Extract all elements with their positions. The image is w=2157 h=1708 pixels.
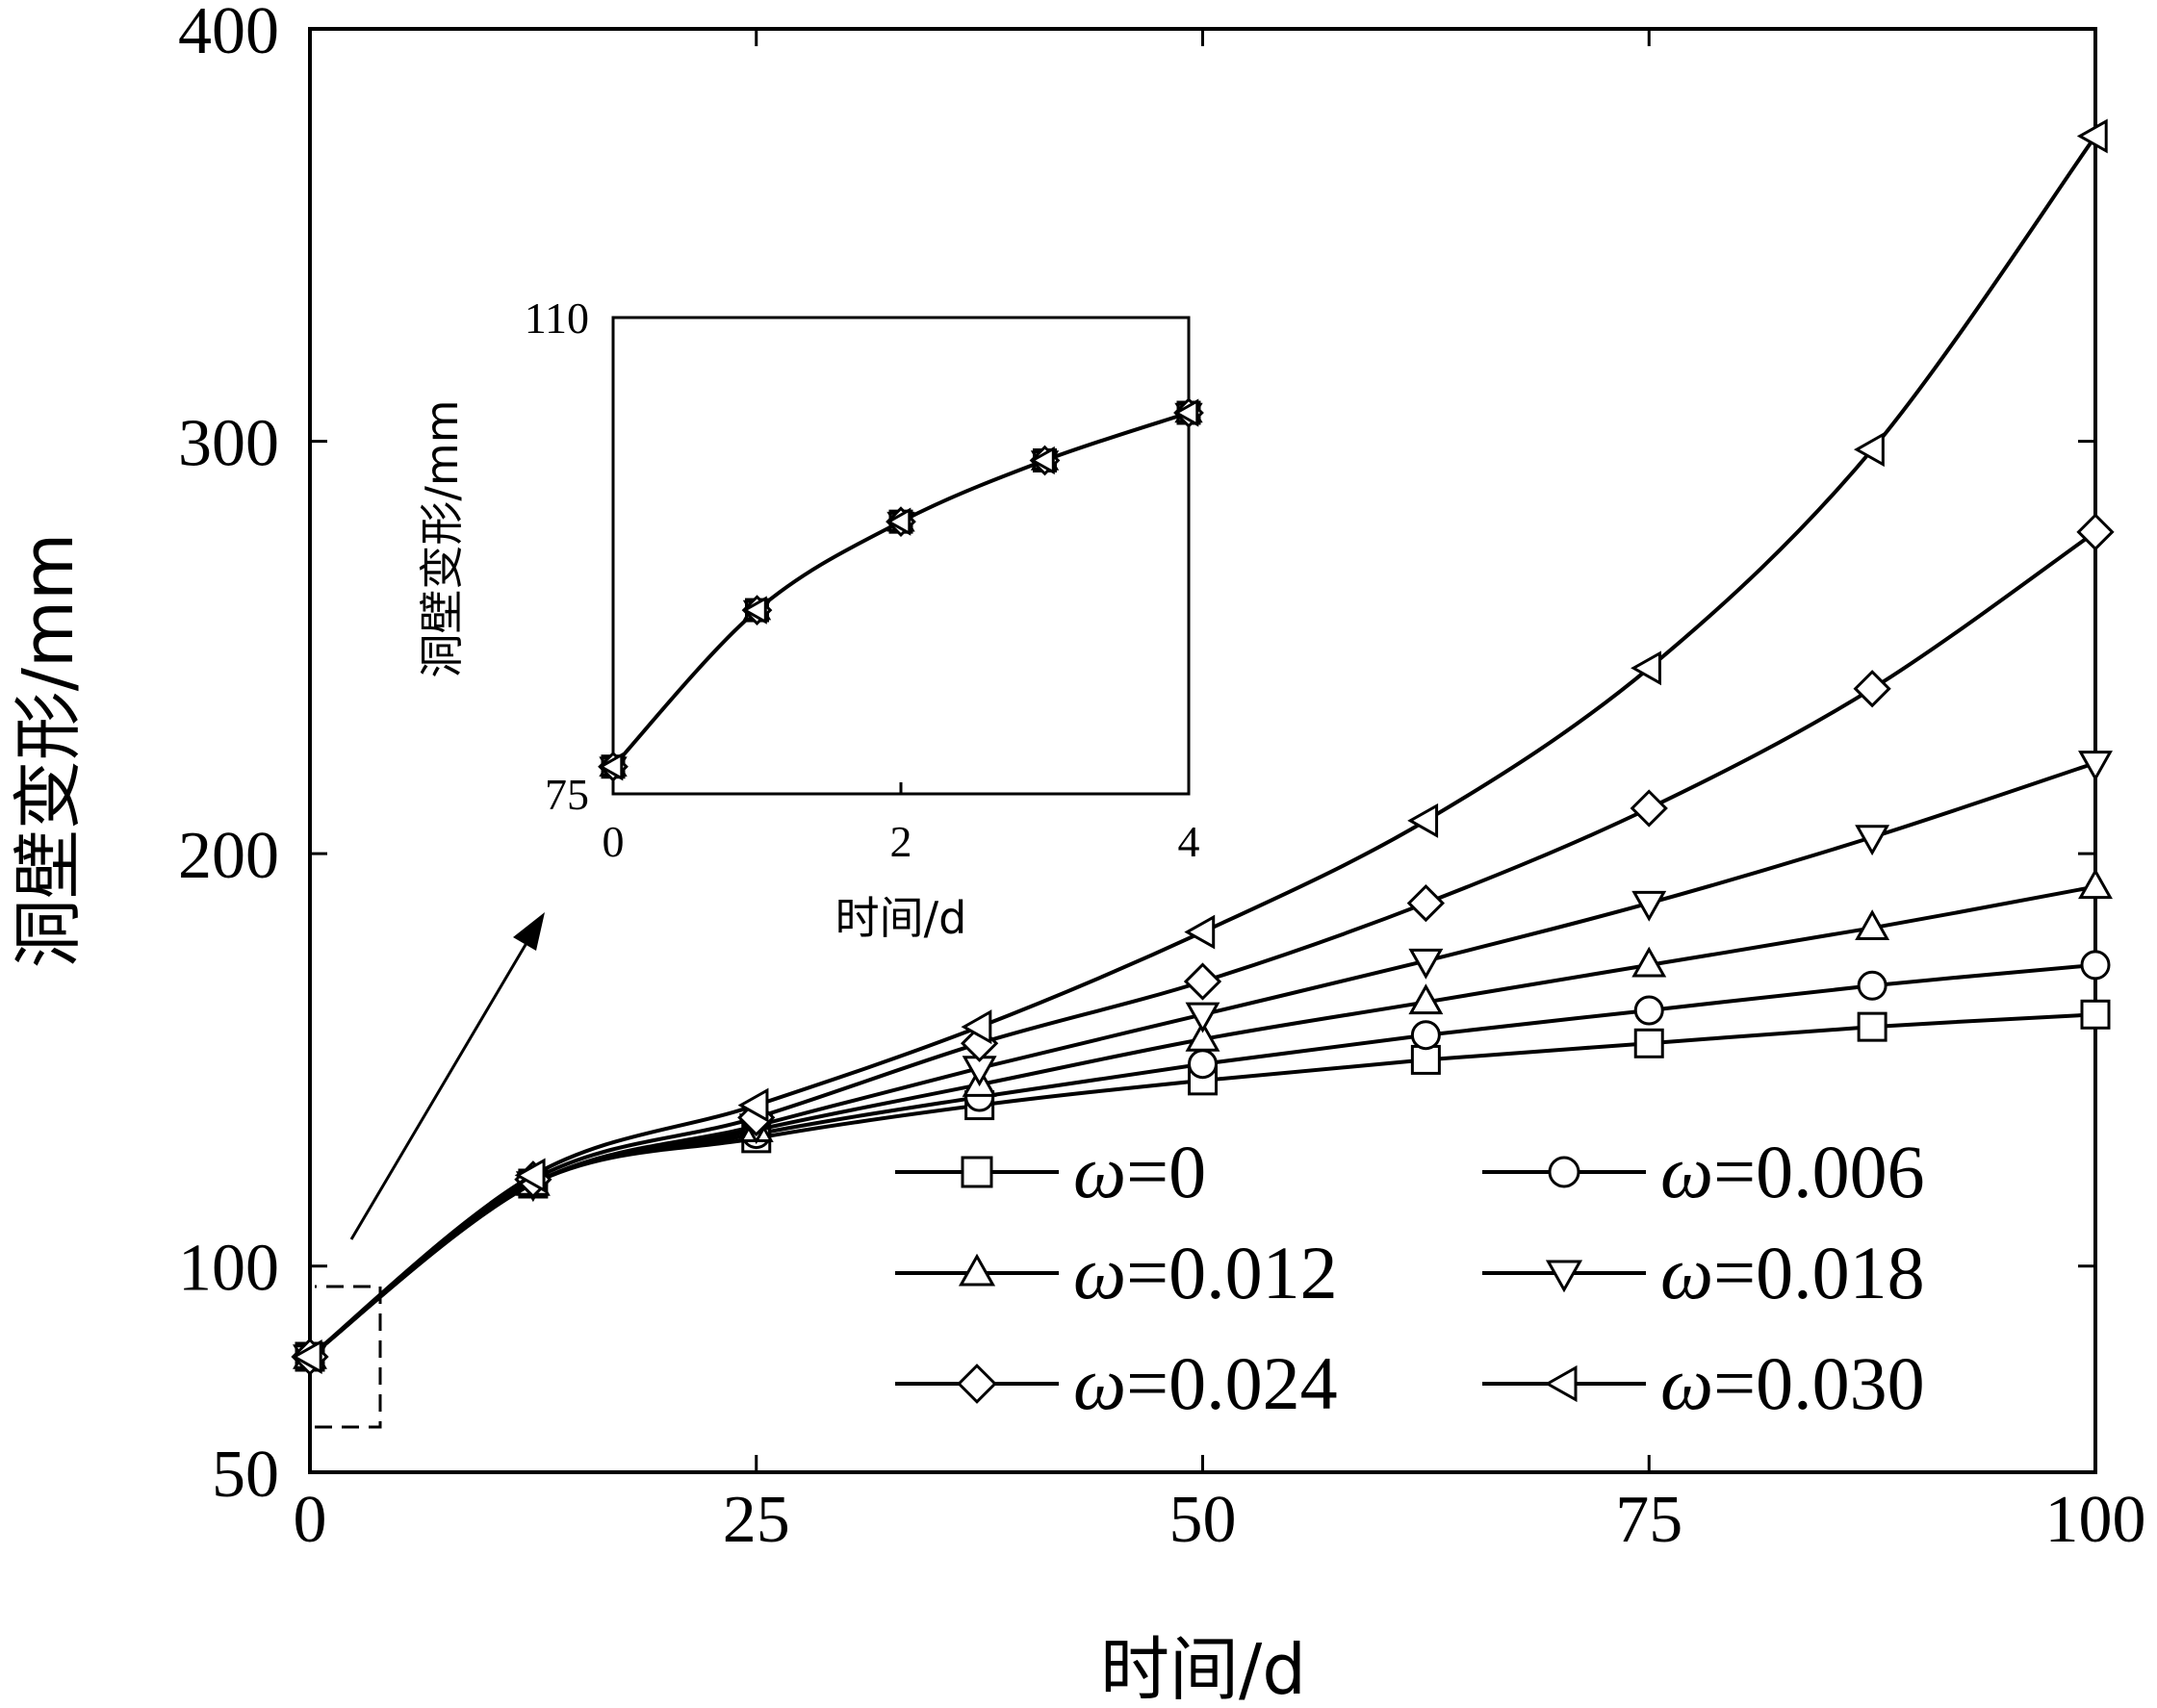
x-tick-label: 100 bbox=[2045, 1483, 2146, 1557]
data-point-marker bbox=[1410, 1044, 1441, 1075]
data-point-marker bbox=[2080, 999, 2111, 1030]
legend-marker bbox=[1545, 1260, 1583, 1293]
legend-symbol: ω bbox=[1073, 1231, 1126, 1314]
inset-x-tick-label: 2 bbox=[890, 817, 912, 866]
inset-data-point-marker bbox=[741, 596, 767, 625]
legend-value: =0.012 bbox=[1126, 1231, 1338, 1314]
data-point-marker bbox=[1408, 983, 1444, 1015]
data-point-marker bbox=[1185, 1002, 1220, 1033]
x-axis-title: 时间/d bbox=[1100, 1629, 1306, 1708]
zoom-arrow-line bbox=[349, 937, 531, 1240]
data-point-marker bbox=[1184, 914, 1216, 950]
data-point-marker bbox=[1631, 650, 1661, 686]
y-axis-title: 洞壁变形/mm bbox=[8, 533, 89, 969]
legend-value: =0.030 bbox=[1713, 1341, 1925, 1425]
x-tick-label: 50 bbox=[1169, 1483, 1237, 1557]
inset-frame bbox=[611, 316, 1191, 796]
legend-item: ω=0.024 bbox=[895, 1341, 1338, 1425]
data-point-marker bbox=[2076, 118, 2108, 154]
legend-item: ω=0.018 bbox=[1482, 1231, 1925, 1314]
series-triangle-left bbox=[291, 118, 2108, 1374]
legend-marker bbox=[961, 1156, 993, 1188]
legend-value: =0.024 bbox=[1126, 1341, 1338, 1425]
inset-x-tick-label: 4 bbox=[1178, 817, 1200, 866]
y-tick-label: 400 bbox=[178, 0, 279, 68]
inset-data-point-marker bbox=[598, 752, 624, 781]
legend-label: ω=0.012 bbox=[1073, 1231, 1338, 1314]
data-point-marker bbox=[1853, 432, 1885, 468]
data-point-marker bbox=[1855, 909, 1890, 940]
legend-marker bbox=[1548, 1156, 1580, 1188]
y-tick-label: 200 bbox=[178, 819, 279, 893]
legend-symbol: ω bbox=[1073, 1130, 1126, 1213]
legend-label: ω=0.030 bbox=[1660, 1341, 1925, 1425]
data-point-marker bbox=[1407, 803, 1439, 838]
x-tick-label: 75 bbox=[1615, 1483, 1682, 1557]
legend-label: ω=0.018 bbox=[1660, 1231, 1925, 1314]
data-point-marker bbox=[1631, 890, 1667, 922]
legend-value: =0.018 bbox=[1713, 1231, 1925, 1314]
data-point-marker bbox=[291, 1339, 322, 1374]
data-point-marker bbox=[1188, 1049, 1218, 1080]
legend-symbol: ω bbox=[1660, 1231, 1713, 1314]
inset-y-axis-title: 洞壁变形/mm bbox=[416, 399, 468, 677]
legend-value: =0 bbox=[1126, 1130, 1206, 1213]
data-point-marker bbox=[1855, 825, 1890, 856]
data-point-marker bbox=[1630, 789, 1668, 828]
inset-chart: 0 2 4 75 110 时间/d 洞壁变形/mm bbox=[416, 293, 1204, 944]
data-point-marker bbox=[2076, 513, 2115, 551]
legend-value: =0.006 bbox=[1713, 1130, 1925, 1213]
zoom-arrow-head bbox=[513, 912, 545, 951]
data-point-marker bbox=[1183, 962, 1222, 1001]
legend-marker bbox=[957, 1364, 997, 1404]
data-point-marker bbox=[1857, 970, 1887, 1001]
data-point-marker bbox=[1408, 948, 1444, 980]
x-tick-label: 0 bbox=[294, 1483, 327, 1557]
inset-y-tick-label: 75 bbox=[545, 770, 589, 819]
legend-item: ω=0 bbox=[895, 1130, 1206, 1213]
legend-item: ω=0.006 bbox=[1482, 1130, 1925, 1213]
data-point-marker bbox=[1633, 1028, 1664, 1058]
data-point-marker bbox=[2080, 950, 2111, 981]
legend-marker bbox=[958, 1253, 996, 1287]
data-point-marker bbox=[961, 1009, 992, 1045]
data-point-marker bbox=[2078, 751, 2113, 782]
inset-x-axis-title: 时间/d bbox=[835, 892, 967, 944]
data-point-marker bbox=[737, 1087, 769, 1123]
data-point-marker bbox=[1633, 995, 1664, 1026]
inset-data-point-marker bbox=[1029, 446, 1055, 475]
inset-x-tick-label: 0 bbox=[603, 817, 625, 866]
legend-symbol: ω bbox=[1073, 1341, 1126, 1425]
y-tick-label: 50 bbox=[212, 1438, 279, 1512]
y-tick-label: 100 bbox=[178, 1232, 279, 1306]
series-line bbox=[308, 135, 2097, 1359]
legend-symbol: ω bbox=[1660, 1341, 1713, 1425]
legend-item: ω=0.012 bbox=[895, 1231, 1338, 1314]
data-point-marker bbox=[1857, 1011, 1887, 1042]
y-tick-label: 300 bbox=[178, 407, 279, 481]
legend-label: ω=0.006 bbox=[1660, 1130, 1925, 1213]
data-point-marker bbox=[514, 1158, 546, 1193]
inset-data-point-marker bbox=[1173, 398, 1199, 427]
data-point-marker bbox=[1406, 883, 1445, 923]
zoom-region-box bbox=[315, 1285, 382, 1429]
data-point-marker bbox=[1631, 946, 1667, 978]
legend-label: ω=0 bbox=[1073, 1130, 1206, 1213]
legend-symbol: ω bbox=[1660, 1130, 1713, 1213]
data-point-marker bbox=[1410, 1020, 1441, 1051]
data-point-marker bbox=[1853, 670, 1891, 708]
legend-item: ω=0.030 bbox=[1482, 1341, 1925, 1425]
data-point-marker bbox=[2078, 868, 2113, 900]
inset-data-point-marker bbox=[886, 507, 912, 536]
legend-marker bbox=[1544, 1364, 1578, 1403]
data-point-marker bbox=[1185, 1020, 1220, 1052]
legend-label: ω=0.024 bbox=[1073, 1341, 1338, 1425]
x-tick-label: 25 bbox=[723, 1483, 790, 1557]
inset-y-tick-label: 110 bbox=[525, 293, 589, 343]
